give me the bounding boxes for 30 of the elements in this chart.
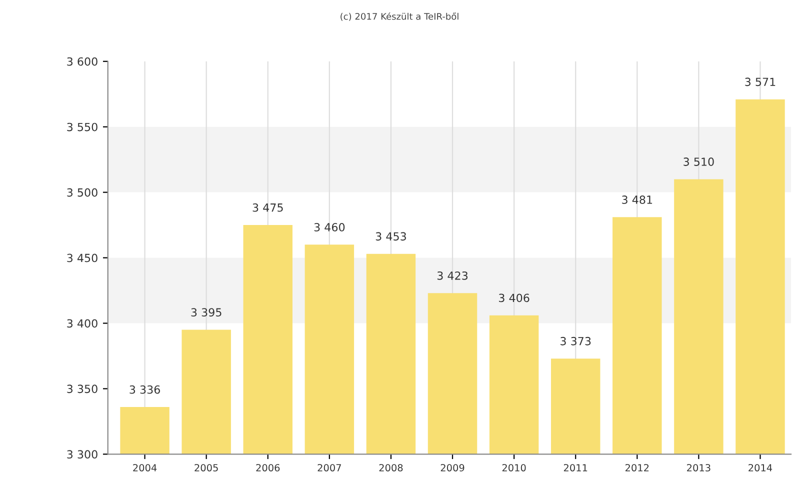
x-tick-label: 2008	[379, 464, 403, 472]
data-label: 3 423	[437, 271, 468, 280]
x-tick-label: 2010	[502, 464, 526, 472]
x-tick-label: 2009	[440, 464, 464, 472]
x-tick-label: 2006	[256, 464, 280, 472]
data-label: 3 373	[560, 336, 591, 346]
x-tick-label: 2007	[318, 464, 341, 472]
x-tick-label: 2012	[625, 464, 649, 472]
x-tick-label: 2004	[133, 464, 157, 472]
data-label: 3 406	[499, 294, 530, 302]
data-label: 3 453	[376, 232, 406, 241]
y-tick-label: 3 350	[67, 384, 98, 394]
x-tick-label: 2014	[748, 464, 772, 472]
data-label: 3 475	[252, 203, 283, 212]
data-label: 3 460	[314, 223, 345, 232]
y-tick-label: 3 500	[67, 188, 98, 197]
data-label: 3 336	[130, 385, 160, 394]
x-tick-label: 2013	[687, 464, 710, 472]
x-tick-label: 2005	[194, 464, 218, 472]
x-tick-label: 2011	[564, 464, 588, 472]
y-tick-label: 3 550	[67, 122, 98, 132]
data-label: 3 395	[191, 308, 222, 317]
y-tick-label: 3 600	[67, 57, 98, 66]
data-label: 3 481	[622, 196, 652, 204]
y-tick-label: 3 450	[67, 254, 98, 262]
chart-title: (c) 2017 Készült a TeIR-ből	[340, 12, 458, 21]
data-label: 3 571	[745, 78, 776, 86]
y-tick-label: 3 400	[67, 319, 98, 328]
y-tick-label: 3 300	[67, 450, 98, 459]
data-label: 3 510	[684, 158, 714, 166]
